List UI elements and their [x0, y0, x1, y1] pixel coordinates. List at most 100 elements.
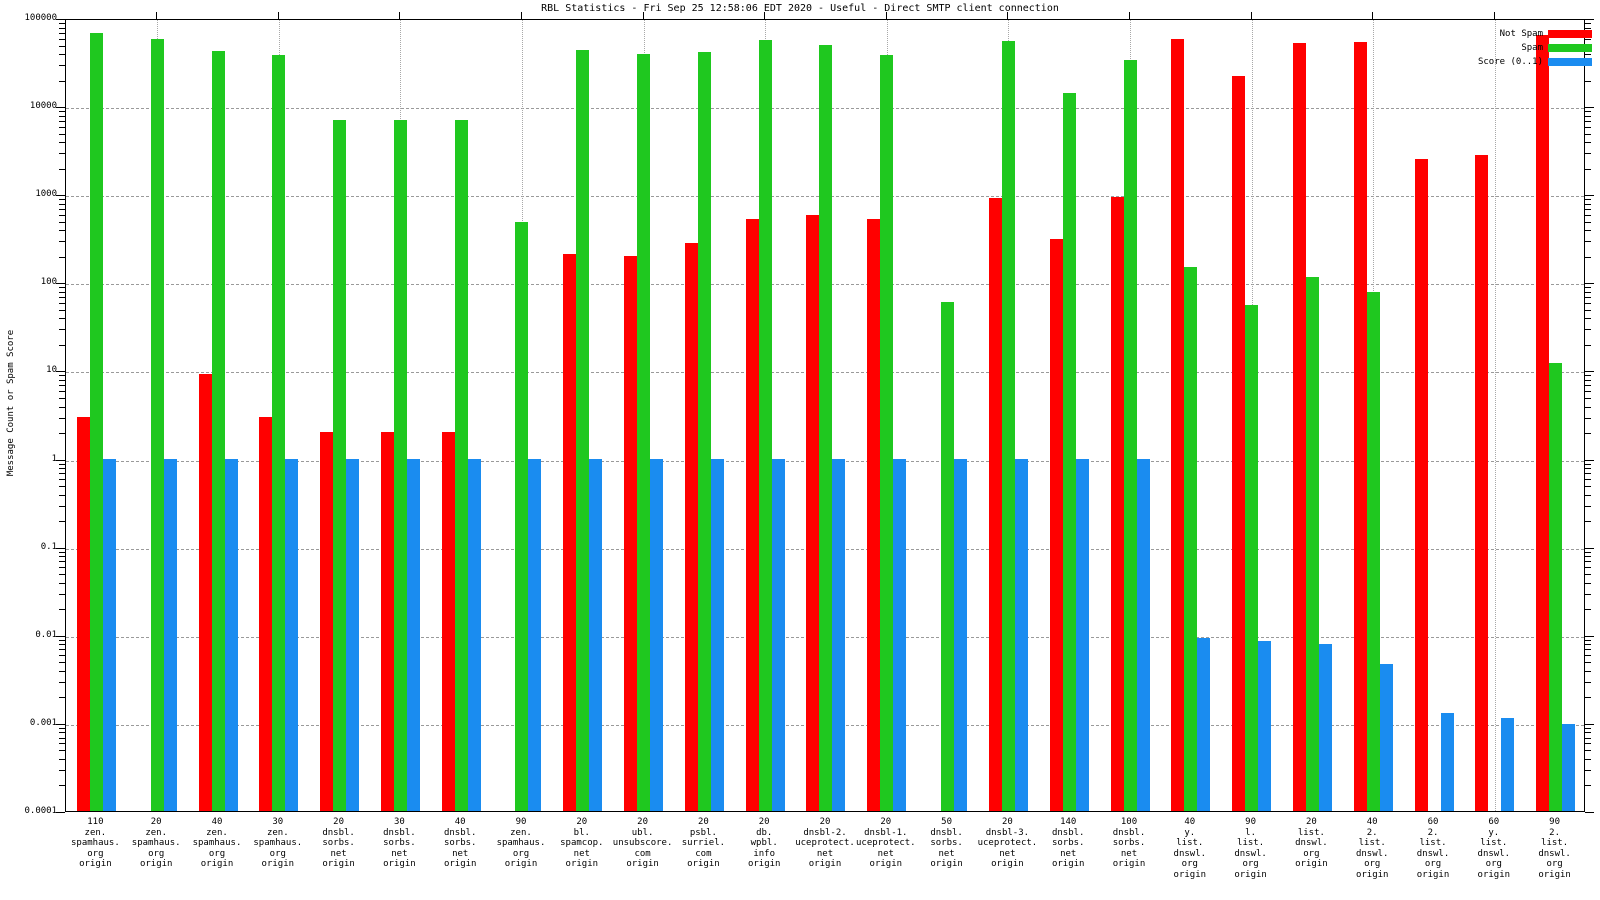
y-tick-minor-right [1585, 758, 1591, 760]
bar-spam [941, 302, 954, 811]
y-tick-minor-right [1585, 199, 1591, 201]
bar-not-spam [77, 417, 90, 811]
bar-spam [212, 51, 225, 811]
y-tick-minor-right [1585, 385, 1591, 387]
y-tick-label: 10000 [29, 101, 57, 112]
y-tick-major [56, 547, 65, 549]
y-tick-label: 0.001 [29, 717, 57, 728]
legend-label: Score (0..1) [1477, 57, 1543, 67]
y-tick-minor-right [1585, 230, 1591, 232]
y-tick-minor [59, 214, 65, 216]
y-tick-minor [59, 609, 65, 611]
legend-label: Not Spam [1499, 29, 1543, 39]
y-tick-major [56, 195, 65, 197]
y-tick-major-right [1585, 107, 1594, 109]
y-tick-minor-right [1585, 655, 1591, 657]
bar-not-spam [624, 256, 637, 811]
y-tick-minor [59, 732, 65, 734]
y-tick-minor-right [1585, 433, 1591, 435]
x-tick-label: 20 ubl. unsubscore. com origin [612, 817, 673, 869]
x-tick-label: 20 zen. spamhaus. org origin [131, 817, 181, 869]
y-tick-minor-right [1585, 126, 1591, 128]
y-tick-minor [59, 670, 65, 672]
y-tick-minor-right [1585, 375, 1591, 377]
y-tick-minor [59, 80, 65, 82]
y-tick-label: 0.0001 [24, 806, 57, 816]
y-tick-minor [59, 241, 65, 243]
y-tick-minor-right [1585, 574, 1591, 576]
x-tick-label: 50 dnsbl. sorbs. net origin [930, 817, 963, 869]
bar-spam [394, 120, 407, 811]
x-tick [643, 12, 644, 19]
legend-swatch [1548, 58, 1592, 66]
bar-score [1380, 664, 1393, 811]
y-tick-minor-right [1585, 256, 1591, 258]
bar-spam [819, 45, 832, 811]
x-tick-label: 90 zen. spamhaus. org origin [496, 817, 546, 869]
x-tick [1372, 12, 1373, 19]
bar-score [589, 459, 602, 811]
bar-spam [759, 40, 772, 811]
bar-spam [1184, 267, 1197, 811]
legend-swatch [1548, 44, 1592, 52]
bar-not-spam [1111, 197, 1124, 811]
x-tick-label: 60 y. list. dnswl. org origin [1477, 817, 1511, 880]
y-tick-minor [59, 256, 65, 258]
bar-spam [1063, 93, 1076, 811]
y-tick-minor-right [1585, 27, 1591, 29]
y-tick-minor [59, 385, 65, 387]
y-tick-minor [59, 639, 65, 641]
y-tick-minor [59, 406, 65, 408]
y-tick-minor [59, 379, 65, 381]
y-tick-minor [59, 649, 65, 651]
y-tick-major [56, 723, 65, 725]
bar-spam [1124, 60, 1137, 811]
x-tick-label: 40 2. list. dnswl. org origin [1355, 817, 1389, 880]
y-tick-minor-right [1585, 23, 1591, 25]
bar-score [1319, 644, 1332, 811]
y-tick-minor-right [1585, 681, 1591, 683]
y-tick-minor [59, 743, 65, 745]
bar-score [528, 459, 541, 811]
y-tick-minor [59, 344, 65, 346]
x-tick-label: 90 2. list. dnswl. org origin [1538, 817, 1571, 880]
y-tick-minor-right [1585, 38, 1591, 40]
y-tick-minor-right [1585, 291, 1591, 293]
y-tick-minor [59, 567, 65, 569]
chart-legend: Not Spam Spam Score (0..1) [1478, 28, 1592, 70]
bar-not-spam [259, 417, 272, 811]
y-tick-minor-right [1585, 208, 1591, 210]
x-tick [886, 12, 887, 19]
y-tick-minor [59, 126, 65, 128]
y-tick-minor-right [1585, 649, 1591, 651]
x-tick [278, 12, 279, 19]
bar-spam [637, 54, 650, 811]
bar-score [164, 459, 177, 811]
bar-score [1501, 718, 1514, 811]
y-tick-minor-right [1585, 785, 1591, 787]
y-tick-minor [59, 479, 65, 481]
bar-score [468, 459, 481, 811]
y-tick-minor [59, 329, 65, 331]
x-tick [764, 12, 765, 19]
y-tick-minor-right [1585, 521, 1591, 523]
x-tick-label: 140 dnsbl. sorbs. net origin [1051, 817, 1085, 869]
y-tick-minor [59, 769, 65, 771]
y-tick-minor-right [1585, 80, 1591, 82]
legend-item-score: Score (0..1) [1478, 56, 1592, 68]
y-tick-minor [59, 375, 65, 377]
y-tick-major-right [1585, 459, 1594, 461]
x-tick-label: 60 2. list. dnswl. org origin [1416, 817, 1450, 880]
x-tick [1251, 12, 1252, 19]
y-tick-minor [59, 468, 65, 470]
x-tick-label: 20 dnsbl-3. uceprotect. net origin [977, 817, 1038, 869]
x-tick [156, 12, 157, 19]
bar-score [1015, 459, 1028, 811]
y-tick-minor-right [1585, 309, 1591, 311]
y-tick-minor [59, 296, 65, 298]
legend-label: Spam [1521, 43, 1543, 53]
y-tick-minor [59, 168, 65, 170]
y-tick-minor [59, 582, 65, 584]
y-tick-minor [59, 397, 65, 399]
